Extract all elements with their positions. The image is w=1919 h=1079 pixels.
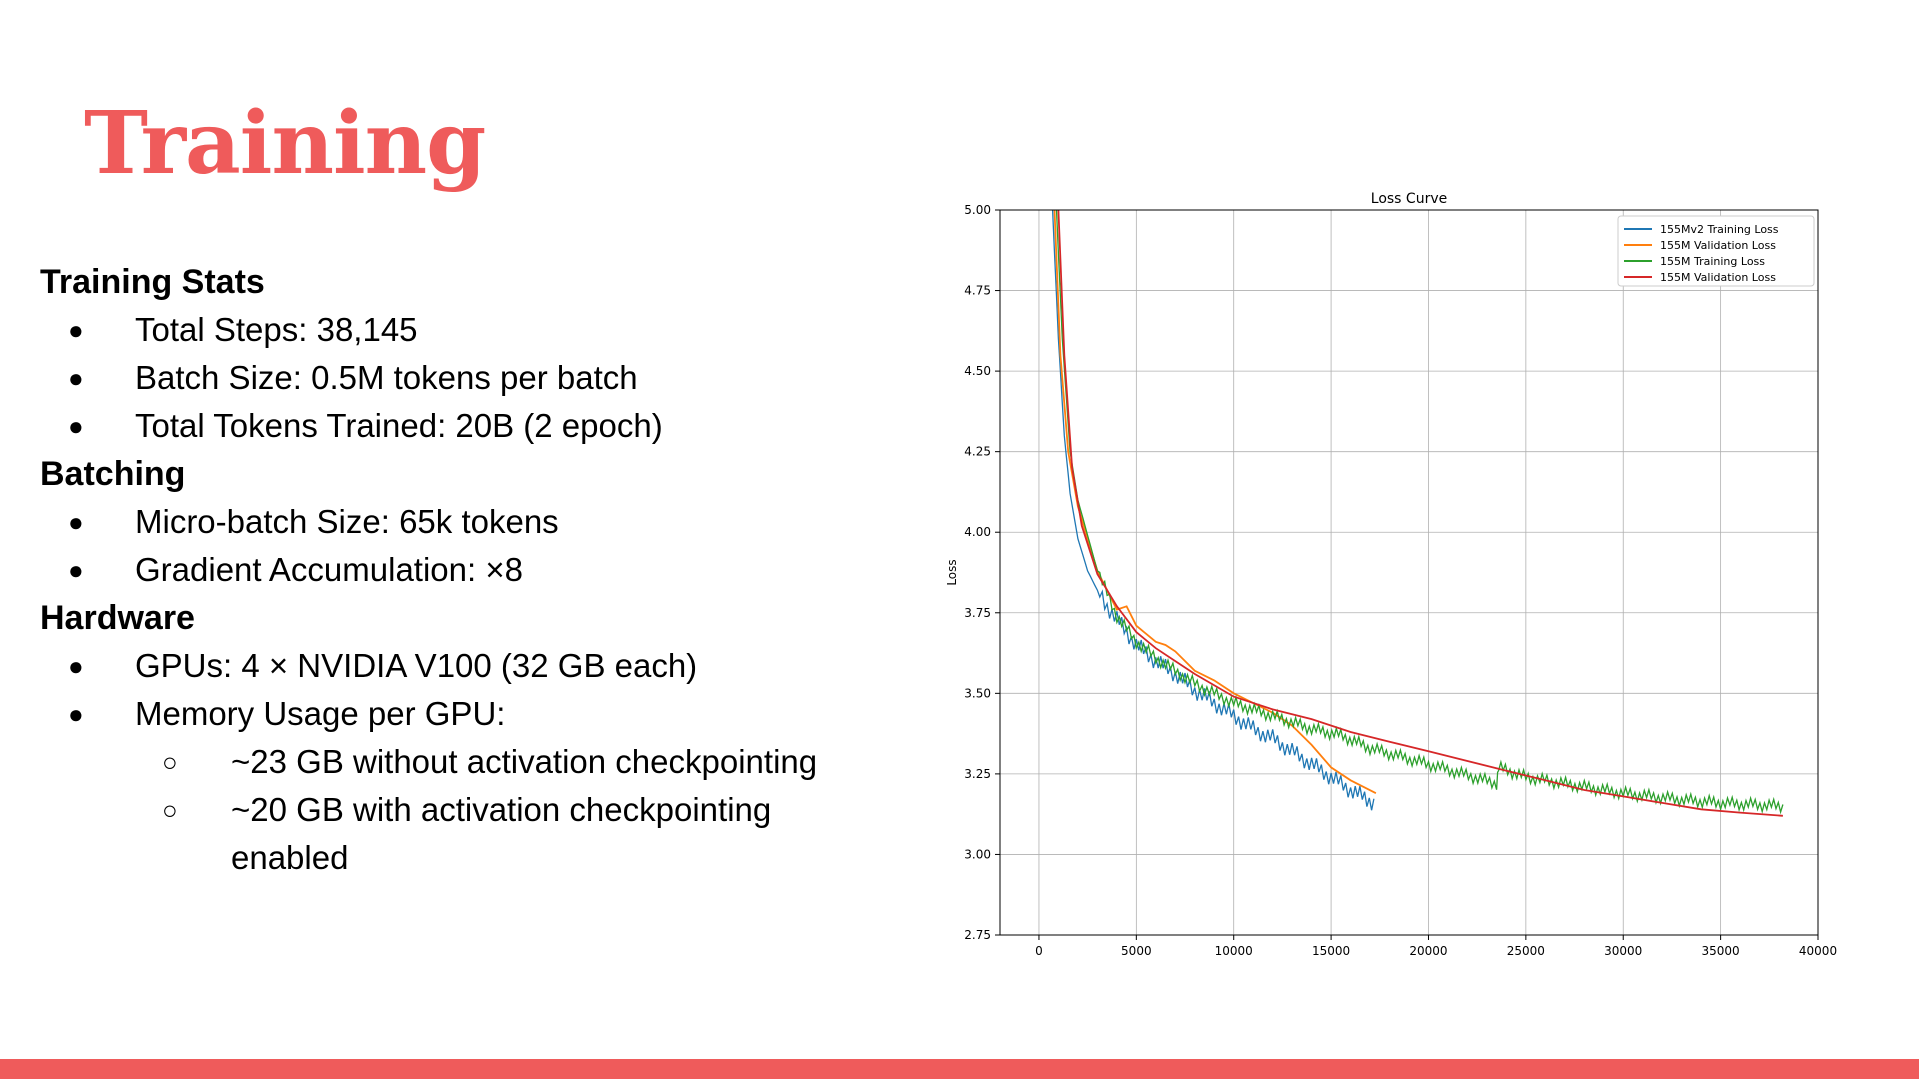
y-tick-label: 4.25 [964, 445, 991, 459]
sub-list-item: ○ ~20 GB with activation checkpointing en… [40, 786, 871, 882]
hollow-bullet-icon: ○ [162, 795, 178, 825]
bullet-icon: ● [68, 507, 84, 537]
bullet-icon: ● [68, 315, 84, 345]
list-item: ● Batch Size: 0.5M tokens per batch [40, 354, 900, 402]
y-tick-label: 5.00 [964, 203, 991, 217]
list-item: ● Total Steps: 38,145 [40, 306, 900, 354]
list-item: ● Gradient Accumulation: ×8 [40, 546, 900, 594]
plot-frame [999, 209, 1819, 936]
x-tick-label: 0 [1035, 944, 1043, 958]
x-tick-label: 35000 [1702, 944, 1740, 958]
bullet-icon: ● [68, 555, 84, 585]
list-item-text: Total Tokens Trained: 20B (2 epoch) [135, 407, 663, 444]
series-line [1053, 210, 1377, 795]
legend-label: 155M Validation Loss [1660, 271, 1776, 284]
x-tick-label: 10000 [1215, 944, 1253, 958]
x-tick-label: 20000 [1409, 944, 1447, 958]
bullet-icon: ● [68, 363, 84, 393]
legend-label: 155M Training Loss [1660, 255, 1765, 268]
bullet-icon: ● [68, 651, 84, 681]
list-item-text: Gradient Accumulation: ×8 [135, 551, 523, 588]
sub-list-item-text: ~23 GB without activation checkpointing [231, 743, 818, 780]
section-heading-hardware: Hardware [40, 599, 195, 637]
y-tick-label: 4.00 [964, 525, 991, 539]
y-tick-label: 4.75 [964, 284, 991, 298]
x-tick-label: 25000 [1507, 944, 1545, 958]
loss-curve-chart: 0 5000 10000 15000 20000 25000 30000 35000 40000… [938, 182, 1898, 967]
legend-box [1617, 215, 1815, 287]
x-tick-label: 15000 [1312, 944, 1350, 958]
list-item: ● Total Tokens Trained: 20B (2 epoch) [40, 402, 900, 450]
y-tick-label: 4.50 [964, 364, 991, 378]
series-line [1057, 210, 1783, 817]
chart-svg: 0 5000 10000 15000 20000 25000 30000 35000 40000… [945, 191, 1837, 958]
x-tick-label: 30000 [1604, 944, 1642, 958]
legend-label: 155M Validation Loss [1660, 239, 1776, 252]
chart-title: Loss Curve [1371, 191, 1447, 207]
y-tick-label: 3.00 [964, 847, 991, 861]
y-tick-label: 2.75 [964, 928, 991, 942]
legend-label: 155Mv2 Training Loss [1660, 223, 1779, 236]
y-tick-label: 3.50 [964, 686, 991, 700]
y-tick-label: 3.75 [964, 606, 991, 620]
section-heading-training-stats: Training Stats [40, 263, 265, 301]
bottom-accent-bar [0, 1059, 1919, 1079]
series-line [1055, 210, 1784, 815]
hollow-bullet-icon: ○ [162, 747, 178, 777]
bullet-icon: ● [68, 699, 84, 729]
list-item-text: Batch Size: 0.5M tokens per batch [135, 359, 638, 396]
bullet-icon: ● [68, 411, 84, 441]
training-details: Training Stats ● Total Steps: 38,145 ● Bat… [40, 258, 900, 882]
list-item: ● GPUs: 4 × NVIDIA V100 (32 GB each) [40, 642, 900, 690]
list-item: ● Memory Usage per GPU: [40, 690, 900, 738]
sub-list-item: ○ ~23 GB without activation checkpointing [40, 738, 900, 786]
list-item-text: Memory Usage per GPU: [135, 695, 506, 732]
x-tick-label: 5000 [1121, 944, 1152, 958]
x-tick-label: 40000 [1799, 944, 1837, 958]
list-item-text: Total Steps: 38,145 [135, 311, 418, 348]
list-item-text: Micro-batch Size: 65k tokens [135, 503, 559, 540]
list-item-text: GPUs: 4 × NVIDIA V100 (32 GB each) [135, 647, 698, 684]
y-tick-label: 3.25 [964, 767, 991, 781]
slide-title: Training [84, 93, 486, 194]
sub-list-item-text: ~20 GB with activation checkpointing ena… [231, 791, 772, 876]
list-item: ● Micro-batch Size: 65k tokens [40, 498, 900, 546]
y-axis-label: Loss [945, 559, 959, 585]
series-line [1051, 210, 1375, 811]
section-heading-batching: Batching [40, 455, 186, 493]
